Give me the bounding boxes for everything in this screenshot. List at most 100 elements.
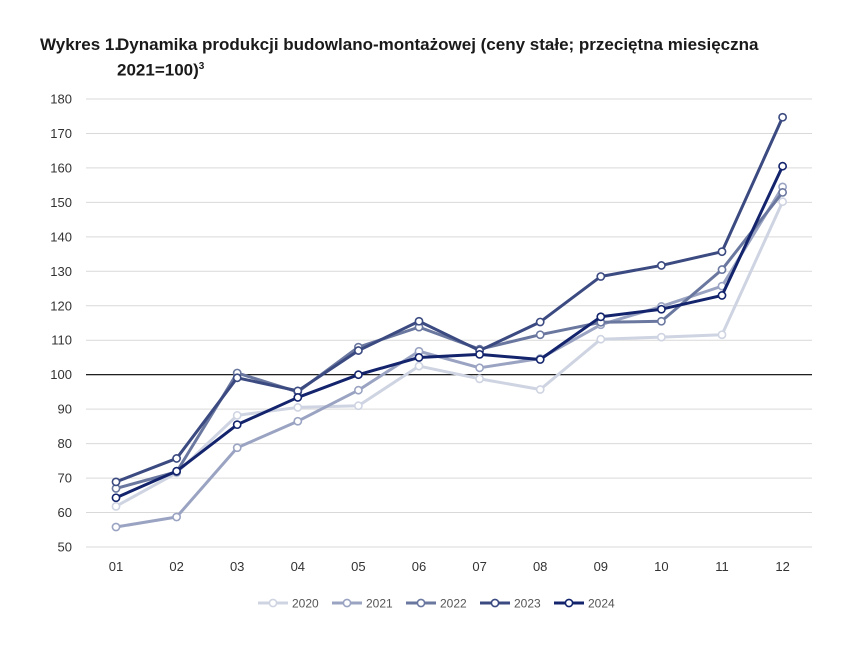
legend-swatch-marker	[416, 598, 426, 608]
data-point-2020	[414, 361, 424, 371]
data-point-2024	[111, 493, 121, 503]
data-point-2020	[717, 330, 727, 340]
y-tick-label: 120	[50, 298, 72, 313]
data-point-2023	[778, 112, 787, 122]
data-point-2024	[717, 291, 727, 300]
legend-item-2023: 2023	[480, 597, 541, 611]
x-tick-label: 09	[594, 559, 608, 574]
data-point-2020	[475, 374, 484, 384]
legend-swatch-marker	[342, 598, 352, 608]
data-point-2020	[111, 501, 121, 511]
series-line-2021	[114, 185, 785, 529]
data-point-2020	[232, 410, 242, 420]
chart-title-label: Wykres 1.	[40, 35, 120, 54]
data-point-2020	[657, 332, 666, 342]
y-tick-label: 80	[58, 436, 72, 451]
data-point-2020	[778, 197, 787, 207]
data-point-2020	[535, 385, 545, 394]
y-tick-label: 50	[58, 540, 72, 555]
y-tick-label: 100	[50, 367, 72, 382]
data-point-2024	[353, 370, 363, 380]
data-point-2022	[535, 330, 545, 340]
y-tick-label: 160	[50, 160, 72, 175]
legend-label: 2020	[292, 597, 319, 611]
series-2024	[111, 161, 787, 503]
data-point-2024	[778, 161, 787, 171]
x-tick-label: 01	[109, 559, 123, 574]
series-line-2024	[114, 164, 785, 500]
data-point-2021	[232, 443, 242, 453]
data-point-2024	[475, 349, 484, 359]
data-point-2020	[596, 334, 606, 344]
data-point-2022	[778, 187, 787, 197]
legend-swatch-marker	[490, 598, 500, 608]
x-axis: 01 02 03 04 05 06 07 08 09 10 11 12	[109, 559, 790, 574]
data-point-2023	[535, 317, 545, 327]
y-tick-label: 60	[58, 505, 72, 520]
x-tick-label: 06	[412, 559, 426, 574]
legend-label: 2023	[514, 597, 541, 611]
data-point-2024	[293, 393, 303, 402]
series-line-2023	[114, 115, 785, 484]
gridlines	[86, 98, 812, 548]
y-axis: 50 60 70 80 90 100 110 120 130 140 150 160 170 180	[50, 92, 72, 555]
legend-label: 2024	[588, 597, 615, 611]
legend-item-2021: 2021	[332, 597, 393, 611]
legend-label: 2021	[366, 597, 393, 611]
data-point-2024	[414, 353, 424, 362]
x-tick-label: 08	[533, 559, 547, 574]
series-2023	[111, 112, 787, 487]
legend-item-2024: 2024	[554, 597, 615, 611]
data-point-2021	[293, 416, 303, 426]
chart-title-footnote-mark: 3	[198, 61, 205, 72]
data-point-2022	[657, 316, 666, 326]
data-point-2023	[353, 346, 363, 355]
y-tick-label: 170	[50, 126, 72, 141]
series-group	[111, 112, 787, 532]
data-point-2021	[353, 385, 363, 395]
data-point-2022	[717, 265, 727, 274]
x-tick-label: 12	[775, 559, 789, 574]
data-point-2023	[717, 247, 727, 257]
x-tick-label: 02	[169, 559, 183, 574]
legend-swatch-marker	[268, 598, 278, 608]
y-tick-label: 70	[58, 471, 72, 486]
x-tick-label: 11	[715, 559, 729, 574]
data-point-2024	[172, 466, 181, 476]
data-point-2023	[232, 373, 242, 383]
legend-label: 2022	[440, 597, 467, 611]
data-point-2024	[657, 304, 666, 314]
y-tick-label: 140	[50, 229, 72, 244]
x-tick-label: 04	[291, 559, 305, 574]
y-tick-label: 150	[50, 195, 72, 210]
chart-title-text: Dynamika produkcji budowlano-montażowej …	[117, 34, 807, 82]
series-line-2020	[114, 200, 785, 508]
series-2020	[111, 197, 787, 511]
legend-swatch-marker	[564, 598, 574, 608]
x-tick-label: 07	[472, 559, 486, 574]
legend-item-2020: 2020	[258, 597, 319, 611]
data-point-2020	[353, 401, 363, 411]
data-point-2024	[535, 355, 545, 364]
x-tick-label: 05	[351, 559, 365, 574]
y-tick-label: 130	[50, 264, 72, 279]
legend-item-2022: 2022	[406, 597, 467, 611]
y-tick-label: 90	[58, 402, 72, 417]
y-tick-label: 110	[51, 333, 72, 348]
data-point-2023	[657, 261, 666, 270]
x-tick-label: 03	[230, 559, 244, 574]
data-point-2024	[232, 420, 242, 430]
data-point-2021	[111, 522, 121, 532]
data-point-2021	[475, 363, 484, 373]
data-point-2023	[414, 316, 424, 326]
data-point-2024	[596, 312, 606, 322]
x-tick-label: 10	[654, 559, 668, 574]
data-point-2023	[111, 477, 121, 487]
data-point-2021	[172, 512, 181, 522]
data-point-2020	[293, 403, 303, 412]
legend: 2020 2021 2022 2023 2024	[258, 597, 615, 611]
data-point-2023	[596, 272, 606, 281]
y-tick-label: 180	[50, 92, 72, 107]
data-point-2023	[172, 454, 181, 463]
